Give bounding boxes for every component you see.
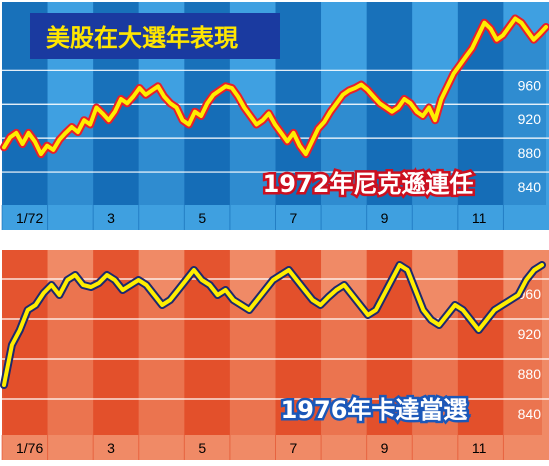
bottom-x-tick-label: 1/76 xyxy=(16,440,43,456)
top-x-tick-label: 5 xyxy=(198,210,206,226)
bottom-series-line xyxy=(2,263,544,387)
top-y-tick-label: 840 xyxy=(518,179,542,195)
bottom-caption: 1976年卡達當選 xyxy=(281,396,468,424)
bottom-x-tick-label: 3 xyxy=(107,440,115,456)
bottom-y-tick-label: 840 xyxy=(518,406,542,422)
top-y-tick-label: 960 xyxy=(518,77,542,93)
top-area-fill xyxy=(4,18,546,205)
top-series-line xyxy=(2,16,548,157)
top-month-band xyxy=(412,2,458,205)
top-x-tick-label: 3 xyxy=(107,210,115,226)
top-x-tick-label: 11 xyxy=(472,210,487,226)
bottom-month-band xyxy=(457,250,504,435)
top-month-band xyxy=(275,2,322,205)
bottom-area-fill xyxy=(4,265,542,435)
bottom-month-band xyxy=(321,250,367,435)
bottom-y-tick-label: 880 xyxy=(518,366,542,382)
chart-title-group: 美股在大選年表現 xyxy=(30,13,280,59)
top-caption: 1972年尼克遜連任 xyxy=(263,170,474,198)
top-month-band xyxy=(321,2,367,205)
bottom-month-band xyxy=(412,250,458,435)
bottom-x-tick-label: 11 xyxy=(472,440,487,456)
chart-title: 美股在大選年表現 xyxy=(46,24,238,52)
top-y-tick-label: 920 xyxy=(518,111,542,127)
bottom-x-tick-label: 5 xyxy=(198,440,206,456)
bottom-x-tick-label: 9 xyxy=(381,440,389,456)
bottom-y-tick-label: 920 xyxy=(518,326,542,342)
top-x-tick-label: 9 xyxy=(381,210,389,226)
chart-title-background xyxy=(30,13,280,59)
top-y-tick-label: 880 xyxy=(518,145,542,161)
top-x-tick-label: 7 xyxy=(290,210,298,226)
top-x-tick-label: 1/72 xyxy=(16,210,43,226)
bottom-x-tick-label: 7 xyxy=(290,440,298,456)
